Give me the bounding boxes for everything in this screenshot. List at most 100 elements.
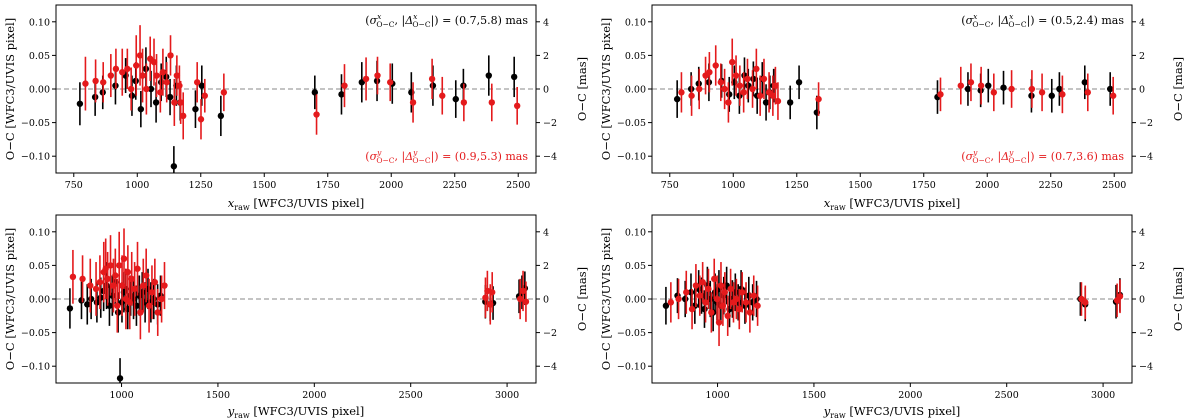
y-residual-point (753, 65, 760, 73)
x-tick-label: 750 (661, 180, 679, 191)
y-residual-point (696, 85, 703, 93)
x-tick-label: 3000 (495, 390, 519, 401)
y-residual-point (749, 85, 756, 93)
y-residual-point (736, 305, 743, 313)
x-residual-point (1056, 85, 1063, 93)
y-residual-point (137, 309, 144, 316)
y-residual-point (157, 89, 164, 96)
y-residual-point (148, 289, 156, 296)
x-residual-point (985, 82, 992, 89)
x-axis-label: xraw [WFC3/UVIS pixel] (824, 196, 960, 212)
y-tick-label: −0.10 (21, 362, 50, 373)
data-marks (673, 38, 1117, 130)
y-residual-point (107, 72, 115, 79)
y-residual-point (675, 295, 682, 303)
y-residual-point (173, 72, 181, 79)
y-residual-point (124, 65, 131, 73)
x-residual-point (673, 95, 681, 103)
y-residual-point (756, 92, 764, 99)
y-ticks: −0.10 −0.05 0.00 0.05 0.10 (21, 17, 56, 163)
y-residual-point (1116, 293, 1124, 300)
y-tick-label: 0.10 (29, 17, 50, 28)
y-residual-point (133, 62, 140, 69)
y-tick-label-right: −2 (1139, 118, 1153, 129)
x-residual-point (786, 99, 794, 106)
x-residual-point (681, 295, 689, 303)
y-residual-point (139, 72, 146, 79)
x-tick-label: 1500 (802, 390, 826, 401)
annotation-y-stats: (σy O−C, |Δy O−C|) = (0.9,5.3) mas (365, 148, 528, 165)
y-residual-point (177, 99, 184, 106)
y-residual-point (724, 312, 731, 319)
y-tick-label-right: −2 (543, 118, 557, 129)
panel-top-right: 750 1000 1250 1500 1750 2000 2250 2500 −0.10−0.… (599, 4, 1185, 212)
y-residual-point (513, 102, 521, 110)
x-axis-label: yraw [WFC3/UVIS pixel] (227, 404, 364, 419)
x-residual-point (147, 85, 155, 93)
x-tick-label: 2000 (975, 180, 999, 191)
x-residual-point (795, 79, 803, 86)
y-residual-point (92, 285, 100, 293)
y-residual-point (1082, 299, 1089, 306)
x-residual-point (311, 89, 319, 96)
y-residual-point (1008, 85, 1015, 93)
x-tick-label: 2000 (302, 390, 326, 401)
x-tick-label: 1250 (189, 180, 213, 191)
y-residual-point (460, 99, 468, 106)
y-residual-point (733, 295, 740, 303)
y-residual-point (1059, 91, 1066, 98)
x-ticks: 1000 1500 2000 2500 3000 (705, 383, 1115, 401)
y-residual-point (769, 92, 777, 99)
y-residual-point (201, 92, 209, 99)
y-residual-point (732, 72, 740, 79)
x-tick-label: 1000 (109, 390, 133, 401)
x-residual-point (485, 72, 492, 79)
y-residual-point (362, 75, 370, 83)
y-residual-point (667, 299, 675, 306)
y-tick-label: −0.10 (617, 362, 646, 373)
y-residual-point (128, 275, 135, 283)
y-axis-label: O−C [WFC3/UVIS pixel] (599, 228, 613, 370)
y-tick-label-right: 4 (543, 17, 549, 28)
y-tick-label: 0.00 (29, 85, 50, 96)
x-residual-point (114, 309, 122, 316)
x-residual-point (78, 297, 85, 304)
x-residual-point (217, 112, 225, 120)
y-residual-point (313, 111, 320, 118)
y-residual-point (153, 72, 160, 79)
x-residual-point (1106, 85, 1114, 93)
y-residual-point (341, 82, 348, 89)
y-residual-point (729, 58, 736, 66)
x-residual-point (726, 91, 733, 98)
panel-bottom-left: 1000 1500 2000 2500 3000 −0.10 −0.05 0.00 0.05 0… (3, 214, 589, 419)
y-axis-label: O−C [WFC3/UVIS pixel] (3, 18, 17, 160)
y-residual-point (488, 99, 495, 106)
x-tick-label: 1250 (785, 180, 809, 191)
y-residual-point (967, 79, 975, 86)
y-residual-point (774, 97, 782, 105)
y-tick-label: −0.05 (617, 328, 646, 339)
y-tick-label-right: 4 (1139, 17, 1145, 28)
y-residual-point (140, 282, 147, 289)
y-axis-label-right: O−C [mas] (575, 267, 589, 331)
y-residual-point (150, 58, 158, 66)
y-tick-label: 0.00 (625, 85, 646, 96)
y-residual-point (699, 279, 706, 286)
x-ticks: 1000 1500 2000 2500 3000 (109, 383, 519, 401)
x-residual-point (964, 85, 972, 93)
y-residual-point (180, 112, 187, 120)
y-residual-point (193, 79, 201, 86)
x-residual-point (662, 302, 670, 309)
y-residual-point (112, 65, 120, 73)
y-residual-point (725, 99, 732, 106)
y-residual-point (705, 285, 712, 293)
x-residual-point (76, 100, 84, 107)
x-residual-point (87, 295, 95, 303)
y-ticks: −0.10 −0.05 0.00 0.05 0.10 (617, 227, 652, 373)
y-residual-point (990, 89, 998, 96)
y-tick-label-right: 2 (1139, 51, 1145, 62)
y-tick-label-right: −2 (1139, 328, 1153, 339)
y-residual-point (937, 91, 944, 98)
x-tick-label: 1500 (848, 180, 872, 191)
y-residual-point (706, 69, 713, 76)
